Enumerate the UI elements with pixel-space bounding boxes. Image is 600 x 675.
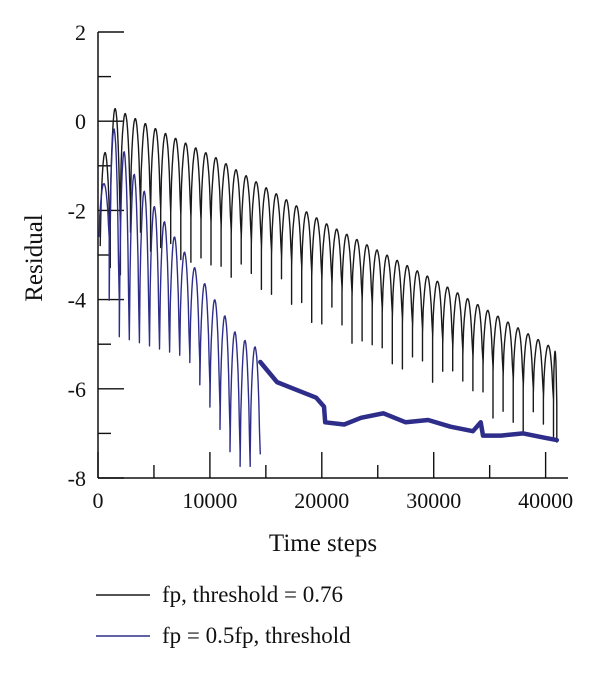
x-tick-label: 30000 bbox=[406, 488, 461, 513]
y-tick-label: -6 bbox=[68, 377, 86, 402]
series-line-oscillating bbox=[98, 128, 261, 468]
y-tick-label: 0 bbox=[75, 109, 86, 134]
chart-labels: Time steps Residual bbox=[21, 214, 377, 557]
legend-label-fp-half: fp = 0.5fp, threshold bbox=[162, 623, 351, 648]
y-axis-title: Residual bbox=[21, 214, 48, 302]
x-tick-label: 20000 bbox=[294, 488, 349, 513]
series-fp-threshold bbox=[99, 107, 558, 443]
legend: fp, threshold = 0.76 fp = 0.5fp, thresho… bbox=[96, 582, 351, 648]
x-tick-label: 40000 bbox=[518, 488, 573, 513]
y-tick-label: -2 bbox=[68, 198, 86, 223]
series-fp-half bbox=[98, 128, 560, 468]
y-tick-label: -4 bbox=[68, 288, 86, 313]
x-tick-label: 0 bbox=[93, 488, 104, 513]
chart-axes: 2 0 -2 -4 -6 -8 0 10000 20000 30000 40000 bbox=[68, 20, 573, 513]
series-line-oscillating bbox=[99, 107, 558, 443]
legend-label-fp-threshold: fp, threshold = 0.76 bbox=[162, 582, 343, 607]
series-line-smooth bbox=[258, 359, 560, 443]
y-tick-label: -8 bbox=[68, 466, 86, 491]
series-layer bbox=[98, 107, 560, 468]
y-tick-label: 2 bbox=[75, 20, 86, 45]
x-axis-title: Time steps bbox=[269, 530, 377, 557]
x-tick-label: 10000 bbox=[182, 488, 237, 513]
